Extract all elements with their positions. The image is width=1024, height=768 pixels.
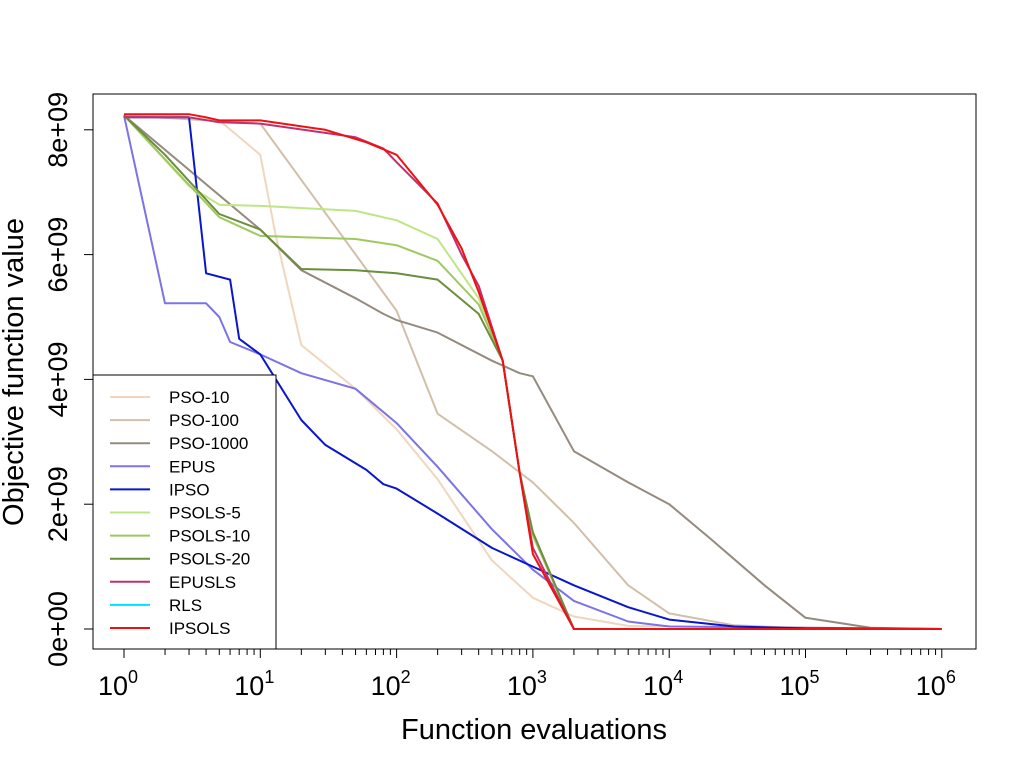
x-tick-base: 10 — [916, 671, 946, 701]
x-axis-title: Function evaluations — [401, 714, 667, 746]
x-tick-exponent: 4 — [673, 667, 683, 687]
y-axis: 0e+00 2e+09 4e+09 6e+09 8e+09 — [43, 92, 94, 667]
x-tick-exponent: 1 — [264, 667, 274, 687]
legend-label-epusls: EPUSLS — [169, 573, 236, 592]
series-line-epus — [123, 115, 942, 630]
y-tick-label: 8e+09 — [43, 92, 73, 168]
x-tick-exponent: 0 — [128, 667, 138, 687]
series-line-ipsols — [124, 113, 942, 630]
legend-label-psols-20: PSOLS-20 — [169, 550, 250, 569]
x-tick-base: 10 — [779, 671, 809, 701]
legend-label-pso-100: PSO-100 — [169, 411, 239, 430]
y-tick-label: 2e+09 — [43, 466, 73, 542]
x-tick-exponent: 6 — [946, 667, 956, 687]
x-tick-label: 103 — [507, 667, 547, 701]
legend-label-epus: EPUS — [169, 457, 215, 476]
legend-label-pso-10: PSO-10 — [169, 388, 229, 407]
series-layer — [123, 113, 942, 630]
series-line-ipso — [124, 116, 942, 630]
y-tick-label: 4e+09 — [43, 341, 73, 417]
series-line-psols-10 — [123, 114, 942, 630]
y-axis-title: Objective function value — [0, 218, 30, 526]
x-axis: 100 101 102 103 104 105 106 — [98, 648, 956, 701]
x-tick-base: 10 — [98, 671, 128, 701]
x-tick-label: 102 — [371, 667, 411, 701]
series-line-psols-20 — [123, 114, 942, 630]
x-tick-label: 106 — [916, 667, 956, 701]
x-tick-exponent: 3 — [537, 667, 547, 687]
legend-label-rls: RLS — [169, 596, 202, 615]
legend-label-psols-10: PSOLS-10 — [169, 527, 250, 546]
legend-label-pso-1000: PSO-1000 — [169, 434, 248, 453]
x-tick-exponent: 2 — [401, 667, 411, 687]
x-tick-label: 105 — [779, 667, 819, 701]
series-line-pso-1000 — [123, 114, 942, 630]
legend-label-psols-5: PSOLS-5 — [169, 504, 241, 523]
x-tick-label: 101 — [234, 667, 274, 701]
x-tick-base: 10 — [234, 671, 264, 701]
x-tick-label: 104 — [643, 667, 683, 701]
y-tick-label: 6e+09 — [43, 217, 73, 293]
legend-label-ipso: IPSO — [169, 480, 210, 499]
x-tick-label: 100 — [98, 667, 138, 701]
x-tick-base: 10 — [643, 671, 673, 701]
x-tick-exponent: 5 — [810, 667, 820, 687]
legend: PSO-10 PSO-100 PSO-1000 EPUS IPSO PSOLS-5 PSOL… — [92, 374, 277, 650]
legend-label-ipsols: IPSOLS — [169, 619, 230, 638]
x-tick-base: 10 — [507, 671, 537, 701]
x-tick-base: 10 — [371, 671, 401, 701]
y-tick-label: 0e+00 — [43, 591, 73, 667]
